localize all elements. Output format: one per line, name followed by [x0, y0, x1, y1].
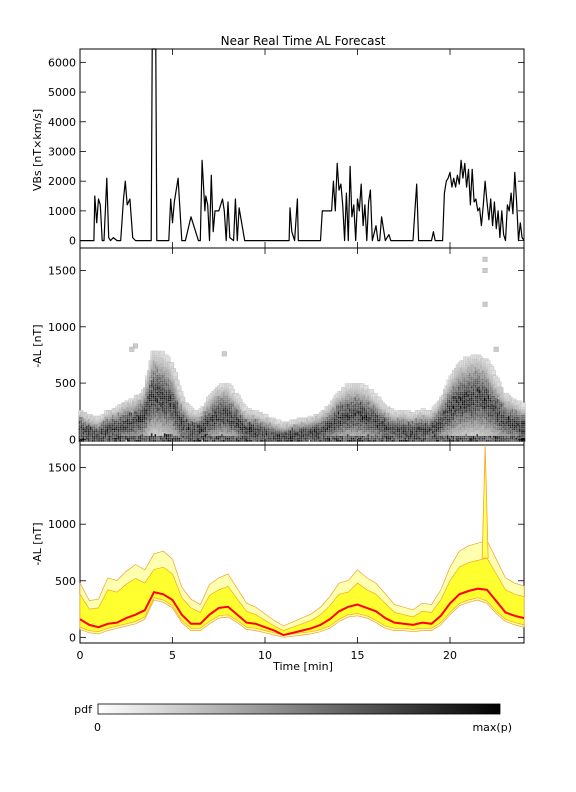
y-tick-label: 2000: [48, 175, 76, 188]
y-tick-label: 1500: [48, 462, 76, 475]
panel-1-ylabel: VBs [nT×km/s]: [31, 109, 44, 191]
y-tick-label: 1000: [48, 321, 76, 334]
panel-1-frame: [79, 48, 525, 249]
pdf-outlier-cell: [221, 351, 227, 357]
vbs-line: [80, 48, 525, 242]
al-pdf-panel: [78, 256, 526, 442]
pdf-cell: [180, 396, 186, 402]
colorbar-min-label: 0: [94, 721, 101, 734]
y-tick-label: 0: [69, 433, 76, 446]
colorbar-label: pdf: [74, 703, 93, 716]
pdf-cell: [363, 385, 369, 391]
pdf-cell: [174, 379, 180, 385]
pdf-outlier-cell: [482, 301, 488, 307]
y-tick-label: 0: [69, 631, 76, 644]
panel-2-ylabel: -AL [nT]: [31, 324, 44, 367]
pdf-outlier-cell: [482, 256, 488, 262]
chart-title: Near Real Time AL Forecast: [221, 34, 386, 48]
y-tick-label: 3000: [48, 145, 76, 158]
colorbar-max-label: max(p): [472, 721, 512, 734]
x-tick-label: 15: [351, 649, 365, 662]
panel-3-ylabel: -AL [nT]: [31, 522, 44, 565]
pdf-outlier-cell: [493, 346, 499, 352]
pdf-outlier-cell: [482, 268, 488, 273]
x-tick-label: 20: [443, 649, 457, 662]
y-tick-label: 500: [55, 575, 76, 588]
vbs-panel: [80, 48, 525, 242]
y-tick-label: 5000: [48, 86, 76, 99]
x-axis-label: Time [min]: [272, 660, 333, 673]
pdf-cell: [491, 369, 496, 375]
y-tick-label: 0: [69, 235, 76, 248]
al-forecast-panel: [79, 444, 525, 638]
forecast-spike: [481, 444, 489, 559]
pdf-cell: [176, 385, 182, 391]
y-tick-label: 6000: [48, 56, 76, 69]
pdf-cell: [520, 402, 526, 408]
pdf-outlier-cell: [129, 346, 135, 352]
x-tick-label: 0: [77, 649, 84, 662]
panel-3-frame: [79, 444, 525, 644]
y-tick-label: 500: [55, 377, 76, 390]
y-tick-label: 1000: [48, 205, 76, 218]
x-tick-label: 10: [258, 649, 272, 662]
pdf-cell: [165, 356, 171, 362]
pdf-cell: [178, 390, 184, 396]
colorbar: [97, 703, 501, 715]
y-tick-label: 1000: [48, 518, 76, 531]
pdf-cell: [169, 362, 175, 368]
pdf-cell: [498, 387, 504, 393]
pdf-cell: [496, 381, 502, 387]
y-tick-label: 1500: [48, 265, 76, 278]
y-tick-label: 4000: [48, 116, 76, 129]
pdf-cell: [159, 350, 165, 356]
x-tick-label: 5: [169, 649, 176, 662]
pdf-cell: [172, 371, 178, 377]
